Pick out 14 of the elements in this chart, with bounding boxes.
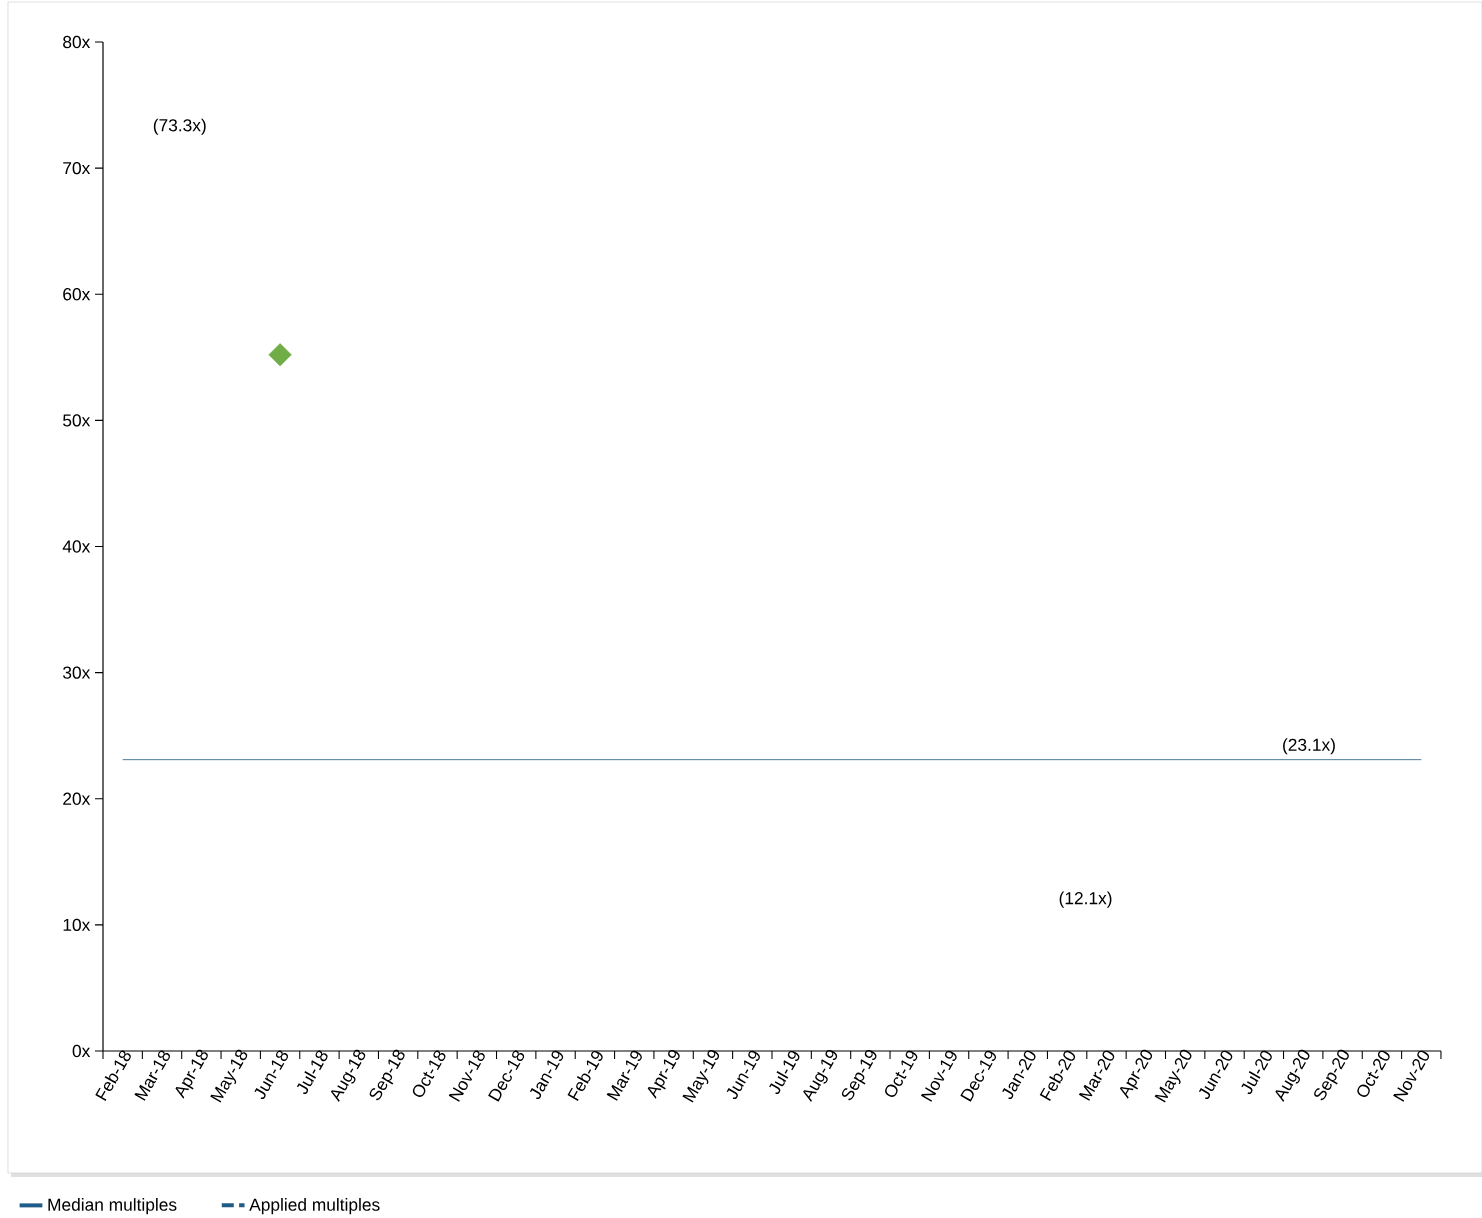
legend-label: Median multiples (48, 1198, 177, 1215)
y-tick-label: 10x (63, 918, 91, 932)
y-tick-label: 0x (72, 1044, 91, 1058)
annotation: (23.1x) (1283, 738, 1335, 755)
y-tick-label: 60x (63, 288, 91, 301)
legend-label: Applied multiples (249, 1198, 380, 1215)
y-tick-label: 50x (63, 414, 91, 427)
y-tick-label: 20x (63, 792, 91, 805)
y-tick-label: 40x (62, 540, 91, 553)
annotation: (73.3x) (153, 118, 206, 135)
annotation: (12.1x) (1059, 891, 1112, 908)
y-tick-label: 80x (63, 35, 91, 49)
y-tick-label: 30x (63, 666, 91, 679)
y-tick-label: 70x (63, 161, 91, 175)
